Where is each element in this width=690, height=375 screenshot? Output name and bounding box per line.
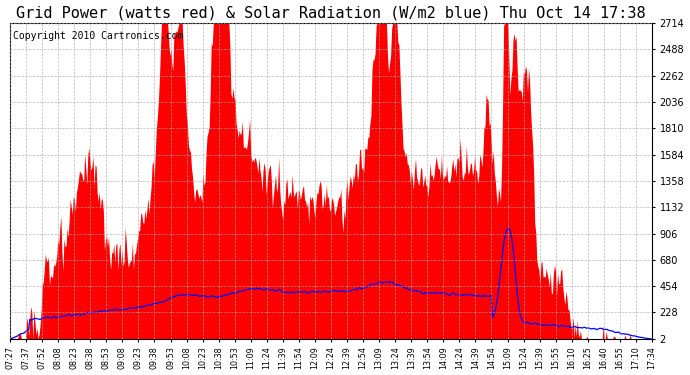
Text: Copyright 2010 Cartronics.com: Copyright 2010 Cartronics.com [13, 31, 184, 41]
Title: Grid Power (watts red) & Solar Radiation (W/m2 blue) Thu Oct 14 17:38: Grid Power (watts red) & Solar Radiation… [16, 6, 646, 21]
